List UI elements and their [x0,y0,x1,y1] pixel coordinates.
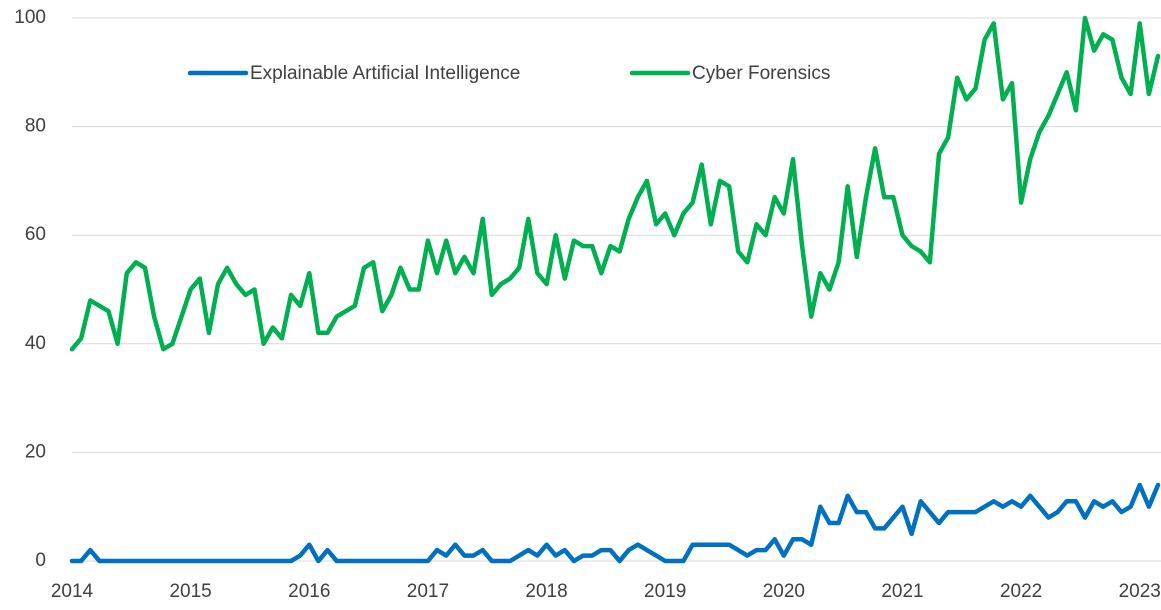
x-tick-label: 2022 [1000,581,1042,602]
x-tick-label: 2021 [881,581,923,602]
y-tick-label: 100 [14,7,46,28]
x-tick-label: 2015 [169,581,211,602]
line-series [69,15,1161,352]
y-tick-label: 80 [25,116,46,137]
line-series [69,482,1161,564]
x-tick-label: 2020 [763,581,805,602]
y-tick-label: 0 [35,550,46,571]
x-tick-label: 2019 [644,581,686,602]
legend-label: Explainable Artificial Intelligence [250,63,520,84]
y-tick-label: 40 [25,333,46,354]
x-tick-label: 2017 [407,581,449,602]
legend-label: Cyber Forensics [692,63,830,84]
x-tick-label: 2023 [1119,581,1161,602]
y-tick-label: 60 [25,224,46,245]
x-tick-label: 2018 [525,581,567,602]
x-tick-label: 2014 [51,581,94,602]
y-tick-label: 20 [25,441,46,462]
x-tick-label: 2016 [288,581,330,602]
